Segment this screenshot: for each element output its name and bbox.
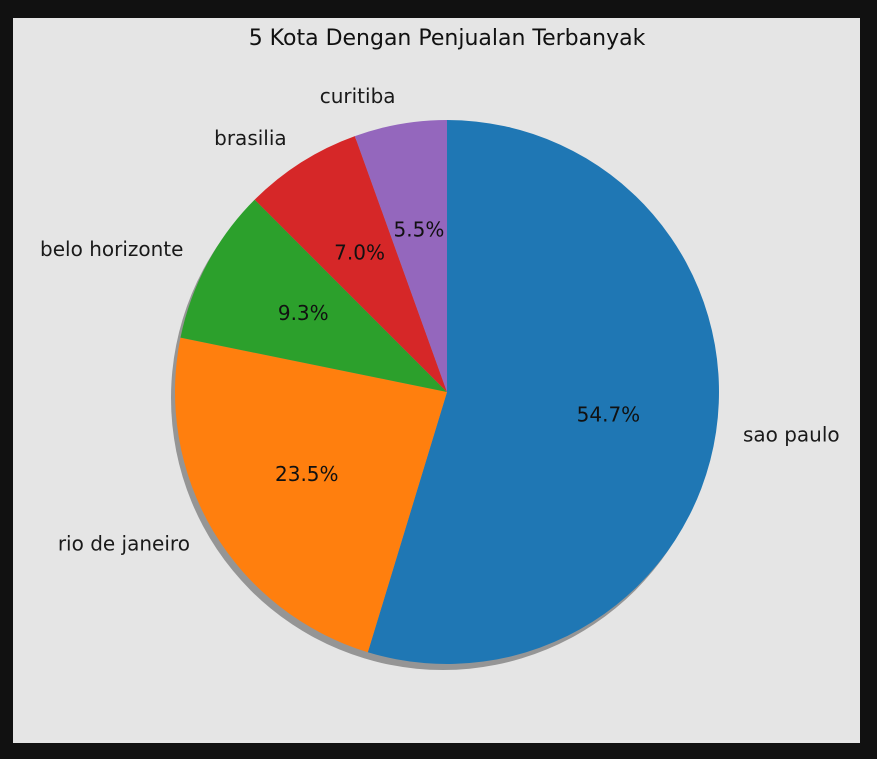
pie-slice-curitiba xyxy=(354,120,447,392)
percent-label-belo-horizonte: 9.3% xyxy=(278,301,329,325)
chart-title: 5 Kota Dengan Penjualan Terbanyak xyxy=(249,26,646,51)
slice-label-brasilia: brasilia xyxy=(214,126,287,150)
pie-slice-sao-paulo xyxy=(367,120,719,664)
slice-label-rio-de-janeiro: rio de janeiro xyxy=(58,532,190,556)
pie-slice-brasilia xyxy=(254,136,447,392)
pie-slices xyxy=(174,120,719,664)
percent-label-sao-paulo: 54.7% xyxy=(577,403,641,427)
pie-slice-rio-de-janeiro xyxy=(174,337,447,653)
percent-labels: 54.7% 23.5% 9.3% 7.0% 5.5% xyxy=(275,218,640,486)
slice-label-curitiba: curitiba xyxy=(320,84,396,108)
percent-label-brasilia: 7.0% xyxy=(334,241,385,265)
pie-slice-belo-horizonte xyxy=(180,199,447,392)
pie-chart: 5 Kota Dengan Penjualan Terbanyak sao pa… xyxy=(40,26,840,670)
chart-figure: 5 Kota Dengan Penjualan Terbanyak sao pa… xyxy=(13,18,860,743)
slice-label-sao-paulo: sao paulo xyxy=(743,423,840,447)
percent-label-rio-de-janeiro: 23.5% xyxy=(275,462,339,486)
slice-label-belo-horizonte: belo horizonte xyxy=(40,237,183,261)
slice-labels: sao paulo rio de janeiro belo horizonte bra… xyxy=(40,84,840,556)
percent-label-curitiba: 5.5% xyxy=(394,218,445,242)
